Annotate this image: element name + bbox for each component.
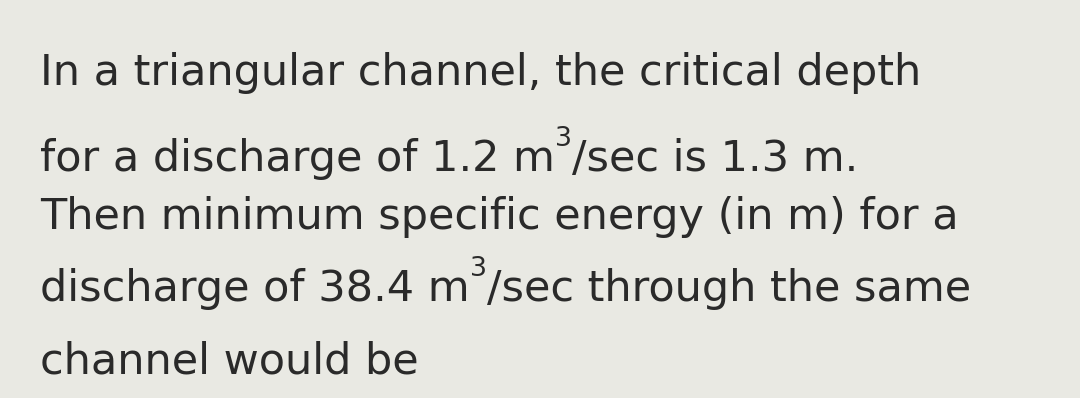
Text: /sec through the same: /sec through the same xyxy=(487,268,971,310)
Text: 3: 3 xyxy=(555,126,572,152)
Text: discharge of 38.4 m: discharge of 38.4 m xyxy=(40,268,470,310)
Text: for a discharge of 1.2 m: for a discharge of 1.2 m xyxy=(40,138,555,180)
Text: channel would be: channel would be xyxy=(40,340,419,382)
Text: In a triangular channel, the critical depth: In a triangular channel, the critical de… xyxy=(40,52,921,94)
Text: Then minimum specific energy (in m) for a: Then minimum specific energy (in m) for … xyxy=(40,196,959,238)
Text: 3: 3 xyxy=(470,256,487,282)
Text: /sec is 1.3 m.: /sec is 1.3 m. xyxy=(572,138,859,180)
